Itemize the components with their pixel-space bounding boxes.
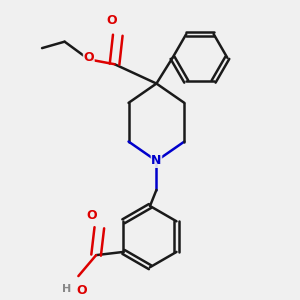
Text: O: O <box>106 14 117 27</box>
Text: O: O <box>86 209 97 222</box>
Text: H: H <box>62 284 72 294</box>
Text: O: O <box>83 51 94 64</box>
Text: N: N <box>151 154 162 167</box>
Text: O: O <box>76 284 87 297</box>
